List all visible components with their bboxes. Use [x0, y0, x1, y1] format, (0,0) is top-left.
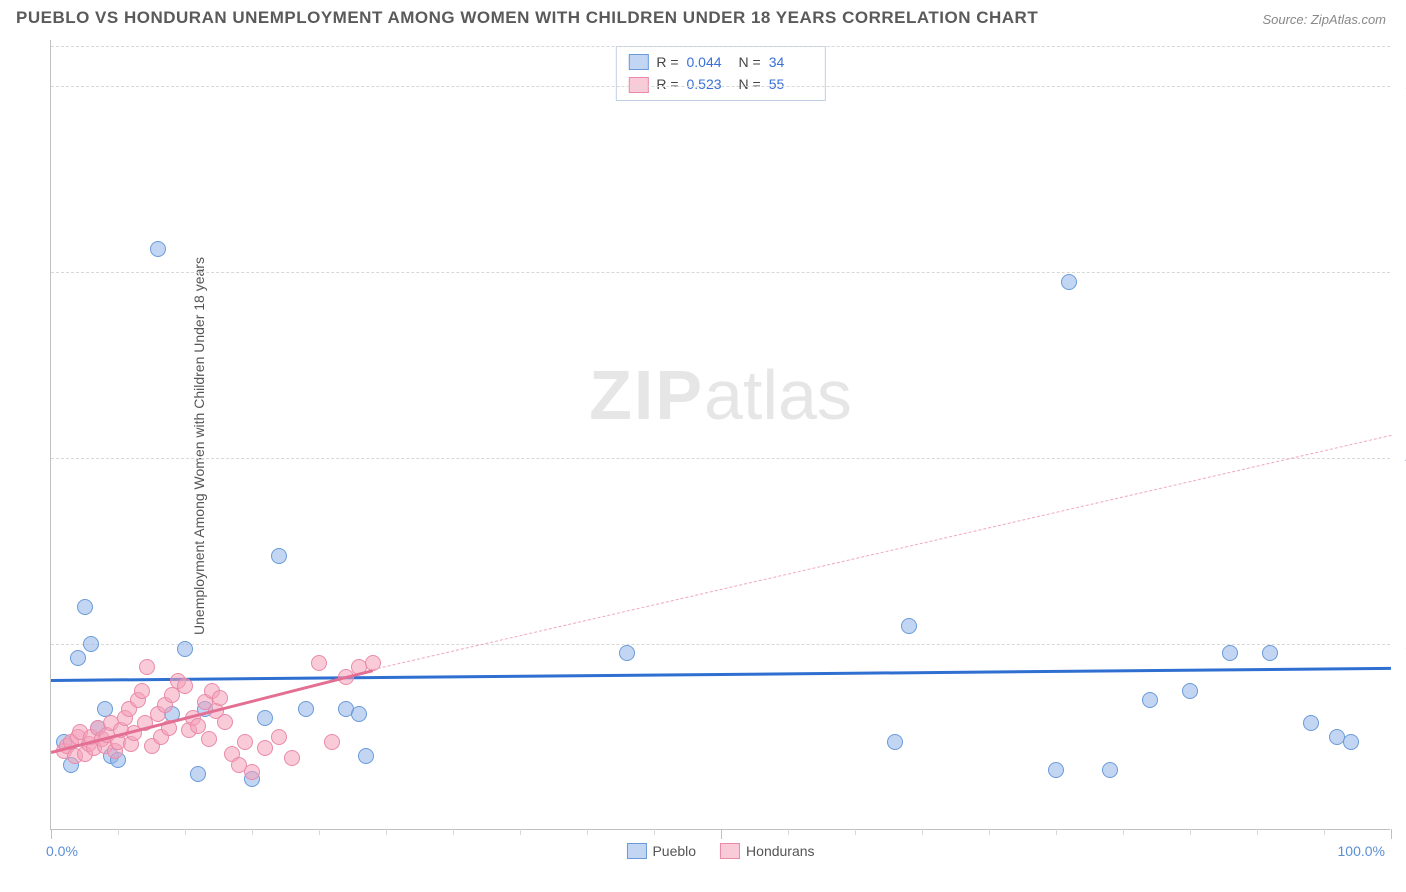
stat-r-label: R = [656, 51, 678, 73]
x-tick-minor [1056, 829, 1057, 835]
data-point [244, 764, 260, 780]
data-point [1061, 274, 1077, 290]
data-point [1303, 715, 1319, 731]
data-point [271, 729, 287, 745]
data-point [887, 734, 903, 750]
data-point [358, 748, 374, 764]
data-point [217, 714, 233, 730]
stat-r-label: R = [656, 73, 678, 95]
x-tick-minor [1123, 829, 1124, 835]
data-point [150, 241, 166, 257]
y-tick-label: 60.0% [1395, 264, 1406, 280]
trend-line-extrapolated [372, 435, 1391, 670]
legend-swatch [720, 843, 740, 859]
stats-legend-box: R = 0.044 N = 34 R = 0.523 N = 55 [615, 46, 825, 101]
x-min-label: 0.0% [46, 843, 78, 859]
stat-n-label: N = [739, 73, 761, 95]
gridline [51, 46, 1390, 47]
data-point [1142, 692, 1158, 708]
data-point [619, 645, 635, 661]
x-tick-minor [587, 829, 588, 835]
data-point [324, 734, 340, 750]
legend-item: Pueblo [626, 843, 696, 859]
x-tick-minor [118, 829, 119, 835]
watermark-bold: ZIP [589, 356, 704, 434]
x-tick-minor [386, 829, 387, 835]
gridline [51, 644, 1390, 645]
trend-line [51, 667, 1391, 682]
data-point [177, 678, 193, 694]
data-point [190, 766, 206, 782]
x-tick-minor [1257, 829, 1258, 835]
data-point [139, 659, 155, 675]
stat-r-value: 0.523 [687, 73, 731, 95]
data-point [212, 690, 228, 706]
legend-label: Hondurans [746, 843, 815, 859]
data-point [901, 618, 917, 634]
x-tick-minor [252, 829, 253, 835]
legend-swatch [628, 77, 648, 93]
x-tick-major [51, 829, 52, 839]
stats-row: R = 0.044 N = 34 [628, 51, 812, 73]
data-point [298, 701, 314, 717]
data-point [1182, 683, 1198, 699]
x-tick-minor [788, 829, 789, 835]
data-point [201, 731, 217, 747]
data-point [257, 740, 273, 756]
data-point [271, 548, 287, 564]
data-point [134, 683, 150, 699]
stat-n-value: 55 [769, 73, 813, 95]
x-tick-major [721, 829, 722, 839]
stat-n-label: N = [739, 51, 761, 73]
data-point [1222, 645, 1238, 661]
data-point [1262, 645, 1278, 661]
x-tick-minor [1190, 829, 1191, 835]
y-tick-label: 40.0% [1395, 450, 1406, 466]
data-point [177, 641, 193, 657]
x-tick-minor [520, 829, 521, 835]
x-tick-minor [185, 829, 186, 835]
x-tick-minor [855, 829, 856, 835]
series-legend: Pueblo Hondurans [626, 843, 814, 859]
gridline [51, 86, 1390, 87]
gridline [51, 272, 1390, 273]
stat-r-value: 0.044 [687, 51, 731, 73]
legend-item: Hondurans [720, 843, 815, 859]
data-point [284, 750, 300, 766]
source-label: Source: ZipAtlas.com [1262, 12, 1386, 27]
data-point [237, 734, 253, 750]
data-point [311, 655, 327, 671]
legend-swatch [628, 54, 648, 70]
x-max-label: 100.0% [1338, 843, 1385, 859]
y-tick-label: 80.0% [1395, 78, 1406, 94]
data-point [351, 706, 367, 722]
data-point [83, 636, 99, 652]
y-tick-label: 20.0% [1395, 636, 1406, 652]
legend-label: Pueblo [652, 843, 696, 859]
watermark-light: atlas [704, 356, 852, 434]
data-point [77, 599, 93, 615]
data-point [70, 650, 86, 666]
legend-swatch [626, 843, 646, 859]
x-tick-minor [989, 829, 990, 835]
x-tick-minor [319, 829, 320, 835]
x-tick-minor [654, 829, 655, 835]
x-tick-minor [922, 829, 923, 835]
stats-row: R = 0.523 N = 55 [628, 73, 812, 95]
data-point [1102, 762, 1118, 778]
stat-n-value: 34 [769, 51, 813, 73]
x-tick-minor [1324, 829, 1325, 835]
chart-title: PUEBLO VS HONDURAN UNEMPLOYMENT AMONG WO… [16, 8, 1038, 28]
data-point [257, 710, 273, 726]
chart-area: ZIPatlas R =0.044N =34R =0.523N =55 0.0%… [50, 40, 1390, 830]
x-tick-major [1391, 829, 1392, 839]
watermark: ZIPatlas [589, 355, 852, 435]
x-tick-minor [453, 829, 454, 835]
gridline [51, 458, 1390, 459]
data-point [1343, 734, 1359, 750]
data-point [1048, 762, 1064, 778]
